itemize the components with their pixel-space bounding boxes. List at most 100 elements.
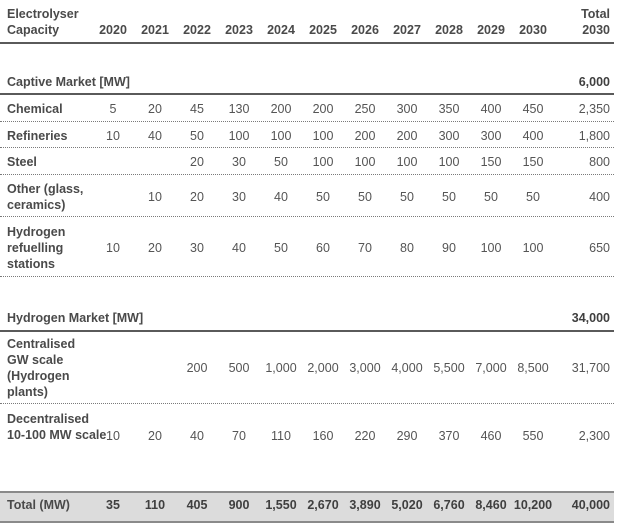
row-value: 30 (190, 241, 204, 255)
row-value: 40 (232, 241, 246, 255)
row-label: Decentralised 10-100 MW scale (7, 412, 107, 442)
totals-value: 10,200 (513, 498, 553, 512)
row-label: Steel (7, 155, 37, 169)
header-label: Electrolyser Capacity (7, 7, 79, 37)
row-value: 460 (480, 429, 502, 443)
row-value: 150 (480, 155, 502, 169)
row-value: 100 (312, 155, 334, 169)
row-value: 20 (148, 241, 162, 255)
row-value: 200 (396, 129, 418, 143)
row-value: 300 (438, 129, 460, 143)
row-value: 50 (358, 190, 372, 204)
row-value: 400 (480, 102, 502, 116)
row-value: 500 (228, 361, 250, 375)
row-value: 20 (148, 429, 162, 443)
row-value: 200 (186, 361, 208, 375)
totals-value: 5,020 (391, 498, 423, 512)
row-label: Refineries (7, 129, 68, 143)
row-value: 5 (109, 102, 117, 116)
row-value: 40 (148, 129, 162, 143)
row-label: Centralised GW scale (Hydrogen plants) (7, 337, 76, 399)
row-value: 7,000 (475, 361, 507, 375)
row-total: 400 (589, 190, 610, 204)
row-value: 450 (522, 102, 544, 116)
row-value: 370 (438, 429, 460, 443)
row-value: 250 (354, 102, 376, 116)
totals-value: 35 (106, 498, 120, 512)
hydrogen-section-total: 34,000 (571, 311, 610, 325)
row-value: 20 (148, 102, 162, 116)
row-value: 4,000 (391, 361, 423, 375)
row-value: 50 (526, 190, 540, 204)
row-label: Other (glass, ceramics) (7, 182, 84, 212)
header-year-2030: 2030 (519, 23, 547, 37)
captive-section-total: 6,000 (578, 75, 610, 89)
row-value: 40 (274, 190, 288, 204)
header-year-2025: 2025 (309, 23, 337, 37)
row-divider (0, 403, 614, 404)
row-value: 20 (190, 155, 204, 169)
row-value: 200 (270, 102, 292, 116)
row-value: 300 (396, 102, 418, 116)
row-total: 650 (589, 241, 610, 255)
header-year-2022: 2022 (183, 23, 211, 37)
totals-value: 2,670 (307, 498, 339, 512)
row-value: 50 (484, 190, 498, 204)
row-value: 110 (271, 429, 291, 443)
row-value: 3,000 (349, 361, 381, 375)
header-total: Total 2030 (581, 7, 610, 37)
row-value: 45 (190, 102, 204, 116)
row-value: 70 (232, 429, 246, 443)
row-value: 90 (442, 241, 456, 255)
header-year-2020: 2020 (99, 23, 127, 37)
row-value: 290 (396, 429, 418, 443)
row-total: 1,800 (578, 129, 610, 143)
row-value: 50 (274, 155, 288, 169)
row-value: 70 (358, 241, 372, 255)
row-label: Chemical (7, 102, 63, 116)
row-value: 160 (312, 429, 334, 443)
row-divider (0, 121, 614, 122)
row-divider (0, 147, 614, 148)
row-value: 50 (400, 190, 414, 204)
header-year-2024: 2024 (267, 23, 295, 37)
totals-value: 110 (144, 498, 166, 512)
header-year-2028: 2028 (435, 23, 463, 37)
row-value: 350 (438, 102, 460, 116)
row-value: 60 (316, 241, 330, 255)
row-value: 80 (400, 241, 414, 255)
totals-value: 3,890 (349, 498, 381, 512)
hydrogen-section-rule (0, 330, 614, 332)
row-value: 550 (522, 429, 544, 443)
header-year-2027: 2027 (393, 23, 421, 37)
row-value: 100 (480, 241, 502, 255)
row-total: 800 (589, 155, 610, 169)
row-value: 8,500 (517, 361, 549, 375)
row-value: 20 (190, 190, 204, 204)
row-value: 10 (148, 190, 162, 204)
row-total: 2,300 (578, 429, 610, 443)
captive-section-rule (0, 93, 614, 95)
row-total: 2,350 (578, 102, 610, 116)
header-year-2023: 2023 (225, 23, 253, 37)
row-value: 200 (354, 129, 376, 143)
totals-value: 1,550 (265, 498, 297, 512)
totals-value: 405 (186, 498, 208, 512)
header-year-2029: 2029 (477, 23, 505, 37)
header-year-2026: 2026 (351, 23, 379, 37)
row-value: 50 (190, 129, 204, 143)
row-value: 50 (442, 190, 456, 204)
row-divider (0, 276, 614, 277)
totals-value: 8,460 (475, 498, 507, 512)
totals-value: 6,760 (433, 498, 465, 512)
row-value: 130 (228, 102, 250, 116)
row-value: 100 (312, 129, 334, 143)
totals-label: Total (MW) (7, 498, 70, 512)
row-value: 10 (106, 129, 120, 143)
row-value: 10 (106, 429, 120, 443)
row-label: Hydrogen refuelling stations (7, 225, 66, 271)
header-rule (0, 42, 614, 44)
row-total: 31,700 (571, 361, 610, 375)
row-value: 10 (106, 241, 120, 255)
